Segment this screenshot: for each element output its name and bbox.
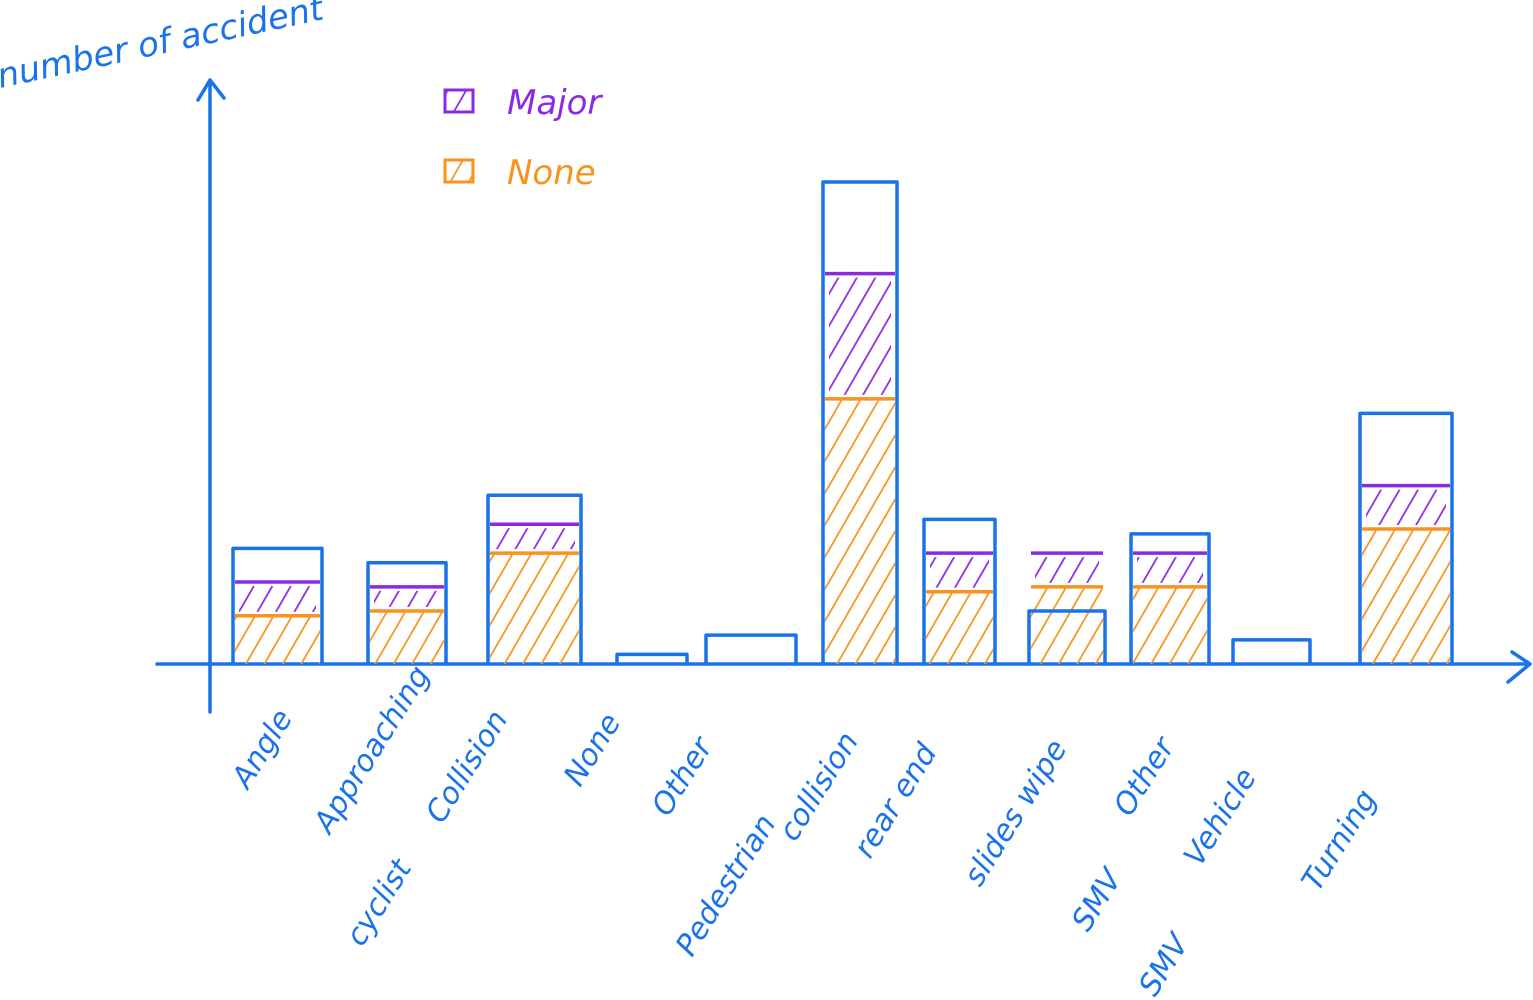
bar-segment-none (1133, 586, 1207, 664)
x-tick-text: collision (772, 726, 866, 847)
bar-group-angle (231, 546, 324, 666)
x-tick-label-turning: Turning (1295, 784, 1384, 898)
x-tick-text: Approaching (306, 660, 437, 841)
bar-segment-none (490, 553, 579, 664)
x-tick-text: Pedestrian (669, 808, 783, 962)
x-tick-text: None (557, 707, 628, 792)
bar-outline-rear-end (922, 517, 997, 666)
legend-item-none: None (443, 153, 596, 193)
x-tick-label-smv-other: Other SMV (1065, 730, 1183, 937)
bar-outline-slides-wipe (1027, 609, 1107, 666)
bar-group-turning (1358, 411, 1454, 666)
x-tick-text: Collision (419, 704, 515, 829)
legend-label: Major (507, 83, 603, 123)
bar-outline-other (704, 633, 798, 666)
bar-segment-major (1137, 557, 1203, 583)
x-tick-text: slides wipe (957, 733, 1074, 892)
x-tick-text: SMV (1065, 861, 1131, 937)
bar-segment-major (374, 590, 440, 607)
bar-outline-angle (231, 546, 324, 666)
legend-swatch (443, 158, 475, 184)
bar-segment-major (1035, 557, 1099, 583)
bar-outline-approaching-cyclist (366, 561, 448, 666)
bar-group-slides-wipe (1027, 551, 1107, 666)
bar-group-other (704, 633, 798, 666)
x-tick-label-angle: Angle (224, 703, 300, 796)
legend-swatch (443, 88, 475, 114)
x-tick-text: Turning (1295, 784, 1384, 898)
bar-outline-smv-vehicle (1231, 638, 1312, 666)
bars (231, 180, 1454, 666)
x-tick-label-none: None (557, 707, 628, 792)
bar-segment-major (239, 586, 316, 612)
bar-group-smv-vehicle (1231, 638, 1312, 666)
bar-segment-none (825, 398, 895, 664)
bar-group-none (615, 652, 689, 666)
legend: Major None (443, 83, 603, 193)
x-tick-text: Other (645, 730, 721, 822)
x-tick-label-approaching-cyclist: Approaching cyclist (306, 660, 437, 952)
legend-item-major: Major (443, 83, 603, 123)
bar-outline-collision (486, 493, 583, 666)
bar-segment-major (1366, 489, 1446, 526)
x-tick-text: Angle (224, 703, 300, 796)
x-tick-text: rear end (847, 737, 945, 865)
bar-segment-none (235, 615, 320, 664)
bar-segment-none (370, 610, 444, 664)
bar-segment-major (829, 277, 891, 395)
legend-label: None (507, 153, 596, 193)
x-tick-label-slides-wipe: slides wipe (957, 733, 1074, 892)
y-axis-arrow (196, 78, 226, 102)
x-tick-text: cyclist (339, 852, 420, 952)
bar-segment-none (1362, 529, 1450, 664)
bar-outline-none (615, 652, 689, 666)
bar-outline-smv-other (1129, 532, 1211, 666)
bar-segment-none (926, 591, 993, 664)
bar-segment-major (494, 528, 575, 550)
x-tick-label-other: Other (645, 730, 721, 822)
bar-group-approaching-cyclist (366, 561, 448, 666)
x-tick-text: Vehicle (1177, 762, 1264, 872)
bar-group-collision (486, 493, 583, 666)
x-tick-text: SMV (1132, 926, 1198, 1000)
y-axis-label: number of accident (0, 0, 328, 97)
x-tick-text: Other (1107, 730, 1183, 822)
bar-outline-turning (1358, 411, 1454, 666)
bar-group-pedestrian-collision (821, 180, 899, 666)
bar-segment-major (930, 557, 989, 588)
bar-segment-none (1031, 586, 1103, 664)
x-tick-label-rear-end: rear end (847, 737, 945, 865)
bar-outline-pedestrian-collision (821, 180, 899, 666)
x-axis-arrow (1506, 650, 1532, 684)
bar-group-smv-other (1129, 532, 1211, 666)
bar-group-rear-end (922, 517, 997, 666)
x-tick-label-collision: Collision (419, 704, 515, 829)
